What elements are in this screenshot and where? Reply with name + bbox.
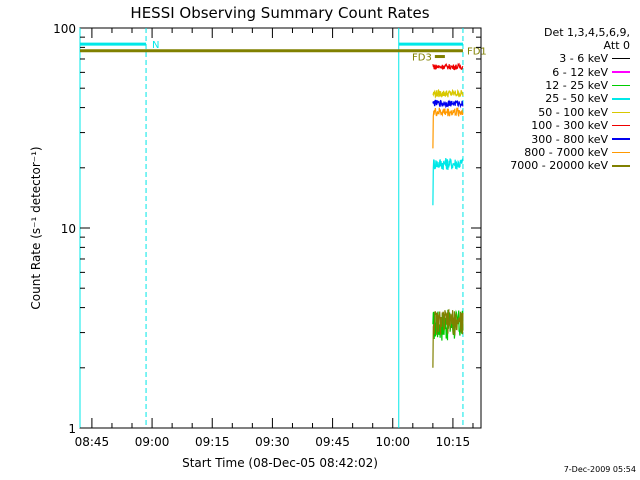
- x-tick-label-0915: 09:15: [195, 435, 230, 449]
- flag-label-0: N: [152, 40, 159, 51]
- series-line-3: [432, 62, 464, 71]
- legend-entry-label: 800 - 7000 keV: [524, 145, 608, 159]
- legend-entry-label: 25 - 50 keV: [545, 92, 608, 106]
- y-tick-label-1: 1: [68, 422, 76, 436]
- series-line-5: [432, 106, 464, 149]
- flag-label-3: FD3: [412, 53, 432, 64]
- legend-swatch: [612, 71, 630, 73]
- series-line-6: [432, 308, 464, 368]
- legend-entries: 3 - 6 keV 6 - 12 keV 12 - 25 keV 25 - 50 ke…: [484, 52, 630, 173]
- legend-swatch: [612, 111, 630, 113]
- legend-entry-label: 300 - 800 keV: [531, 132, 608, 146]
- chart-title: HESSI Observing Summary Count Rates: [130, 4, 429, 22]
- legend-entry-5: 100 - 300 keV: [484, 119, 630, 132]
- legend-entry-2: 12 - 25 keV: [484, 79, 630, 92]
- legend-entry-label: 6 - 12 keV: [552, 65, 608, 79]
- plot-frame: [79, 27, 482, 429]
- legend-swatch: [612, 84, 630, 87]
- y-tick-label-100: 100: [53, 22, 76, 36]
- legend-entry-0: 3 - 6 keV: [484, 52, 630, 65]
- legend-swatch: [612, 151, 630, 154]
- y-axis-label: Count Rate (s⁻¹ detector⁻¹): [29, 146, 43, 309]
- series-line-4: [432, 99, 464, 109]
- legend-heading-line-2: Att 0: [603, 39, 630, 52]
- legend-swatch: [612, 57, 630, 60]
- legend-entry-6: 300 - 800 keV: [484, 132, 630, 146]
- legend-entry-1: 6 - 12 keV: [484, 65, 630, 79]
- x-tick-label-0845: 08:45: [75, 435, 110, 449]
- legend-swatch: [612, 98, 630, 100]
- x-axis-label: Start Time (08-Dec-05 08:42:02): [182, 456, 378, 470]
- legend-entry-3: 25 - 50 keV: [484, 92, 630, 105]
- x-tick-label-0900: 09:00: [135, 435, 170, 449]
- x-tick-label-1015: 10:15: [436, 435, 471, 449]
- flag-label-2: FD1: [467, 47, 487, 58]
- x-tick-label-0930: 09:30: [255, 435, 290, 449]
- footer-timestamp: 7-Dec-2009 05:54: [563, 465, 636, 474]
- legend-entry-8: 7000 - 20000 keV: [484, 159, 630, 172]
- x-tick-label-0945: 09:45: [315, 435, 350, 449]
- legend-entry-4: 50 - 100 keV: [484, 106, 630, 119]
- legend-swatch: [612, 138, 630, 140]
- y-tick-label-10: 10: [61, 222, 76, 236]
- legend-entry-7: 800 - 7000 keV: [484, 146, 630, 159]
- legend-entry-label: 12 - 25 keV: [545, 78, 608, 92]
- legend-entry-label: 50 - 100 keV: [538, 105, 608, 119]
- legend-swatch: [612, 124, 630, 127]
- legend-entry-label: 100 - 300 keV: [531, 119, 608, 133]
- x-tick-label-1000: 10:00: [375, 435, 410, 449]
- series-line-1: [432, 157, 464, 206]
- series-line-2: [432, 88, 464, 99]
- legend-swatch: [612, 165, 630, 167]
- legend-entry-label: 7000 - 20000 keV: [510, 159, 608, 173]
- legend-heading-line-1: Det 1,3,4,5,6,9,: [543, 26, 630, 39]
- legend-entry-label: 3 - 6 keV: [559, 52, 608, 66]
- chart-legend: Det 1,3,4,5,6,9, Att 0 3 - 6 keV 6 - 12 k…: [484, 26, 630, 173]
